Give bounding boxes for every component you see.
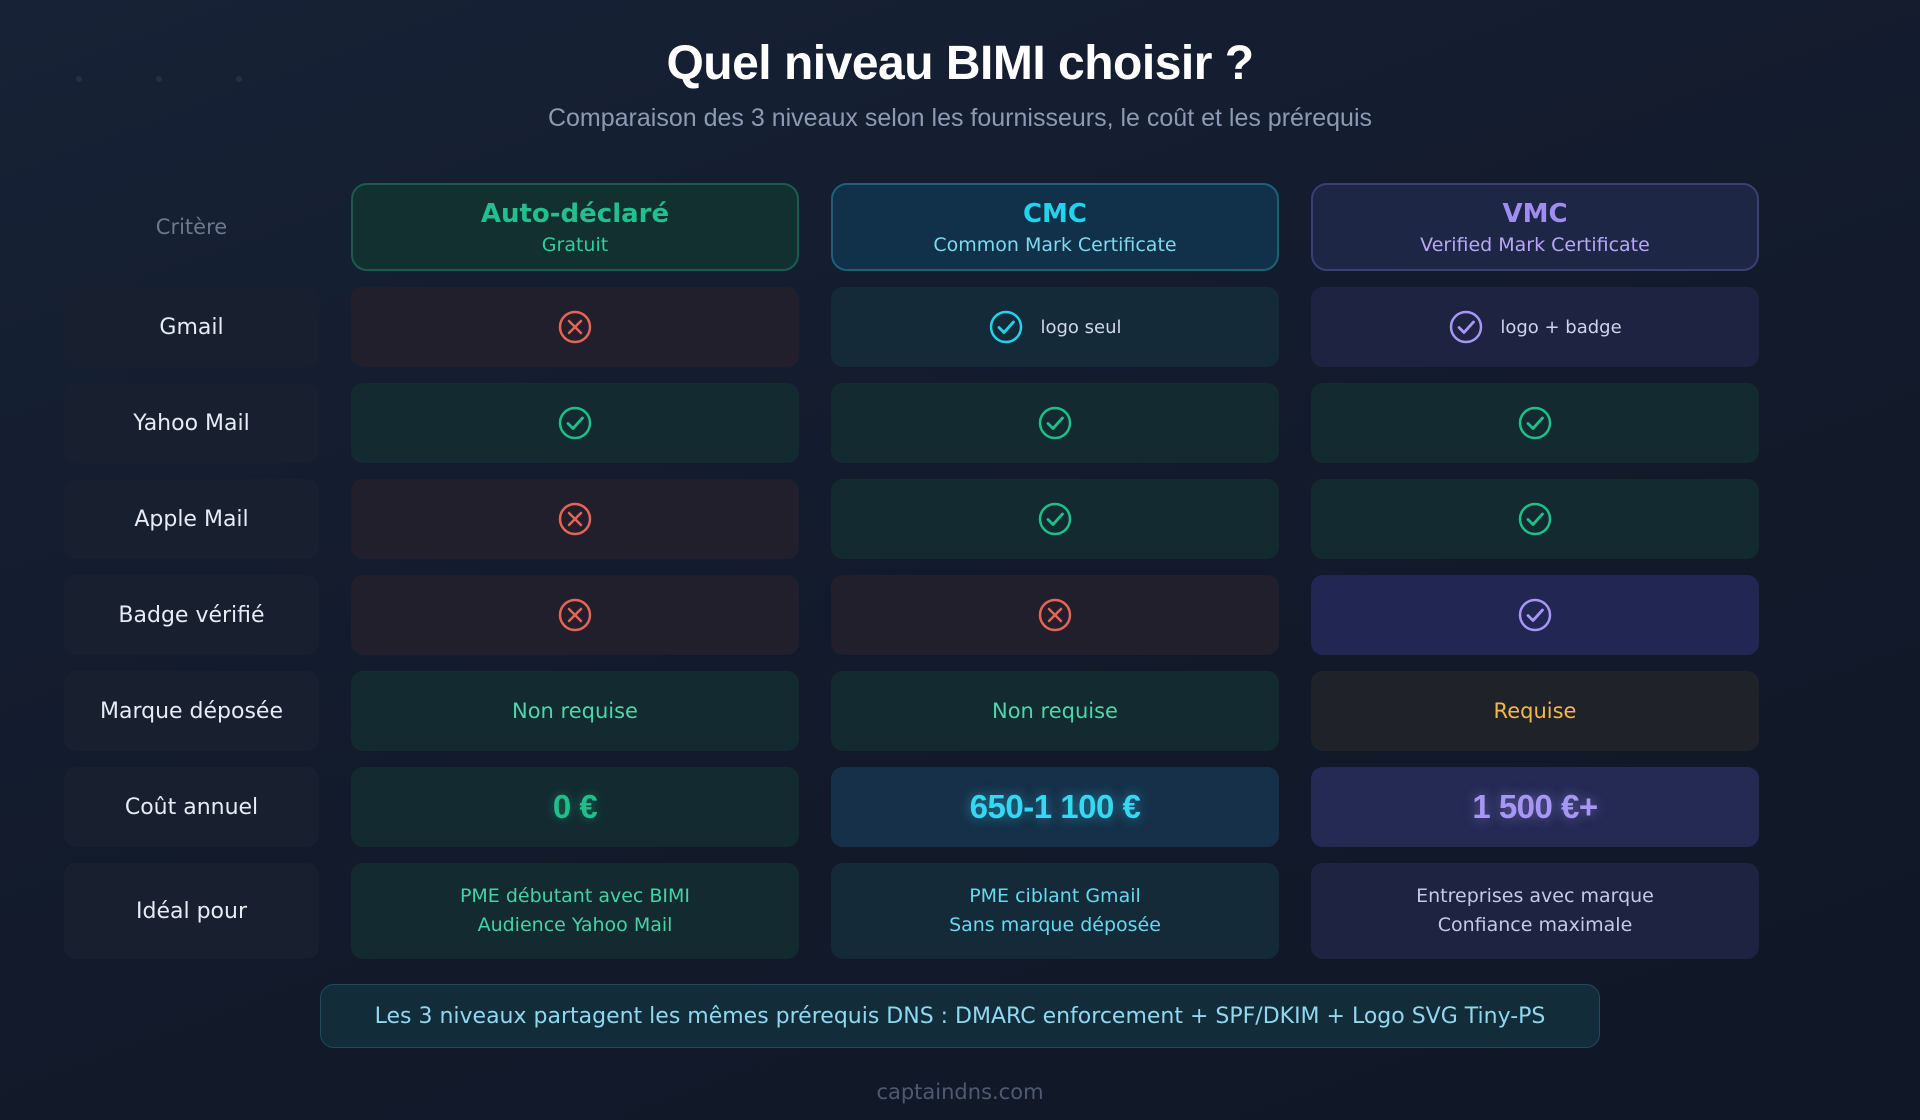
- x-icon: [557, 501, 593, 537]
- row-label-cost: Coût annuel: [64, 767, 319, 847]
- ideal-line: Sans marque déposée: [949, 914, 1161, 936]
- ideal-cmc-cell: PME ciblant Gmail Sans marque déposée: [831, 863, 1279, 959]
- column-name: CMC: [1022, 199, 1088, 229]
- gmail-vmc-cell: logo + badge: [1311, 287, 1759, 367]
- check-icon: [1517, 405, 1553, 441]
- apple-auto-cell: [351, 479, 799, 559]
- trademark-cmc-cell: Non requise: [831, 671, 1279, 751]
- column-subtitle: Gratuit: [541, 234, 609, 256]
- row-label-apple: Apple Mail: [64, 479, 319, 559]
- x-icon: [557, 597, 593, 633]
- row-label-badge: Badge vérifié: [64, 575, 319, 655]
- page-subtitle: Comparaison des 3 niveaux selon les four…: [547, 104, 1373, 132]
- x-icon: [557, 309, 593, 345]
- footer-note: Les 3 niveaux partagent les mêmes préreq…: [320, 984, 1600, 1048]
- column-header-vmc: VMC Verified Mark Certificate: [1311, 183, 1759, 271]
- check-icon: [1517, 597, 1553, 633]
- column-header-cmc: CMC Common Mark Certificate: [831, 183, 1279, 271]
- ideal-line: Entreprises avec marque: [1416, 885, 1654, 907]
- ideal-line: PME ciblant Gmail: [969, 885, 1141, 907]
- site-credit: captaindns.com: [876, 1080, 1044, 1104]
- cost-vmc-cell: 1 500 €+: [1311, 767, 1759, 847]
- page-title: Quel niveau BIMI choisir ?: [666, 37, 1254, 90]
- check-icon: [1517, 501, 1553, 537]
- row-label-gmail: Gmail: [64, 287, 319, 367]
- check-icon: [1037, 501, 1073, 537]
- apple-cmc-cell: [831, 479, 1279, 559]
- check-icon: [1448, 309, 1484, 345]
- gmail-vmc-note: logo + badge: [1500, 316, 1622, 338]
- column-header-auto-declare: Auto-déclaré Gratuit: [351, 183, 799, 271]
- cost-auto-cell: 0 €: [351, 767, 799, 847]
- comparison-table: Critère Auto-déclaré Gratuit CMC Common …: [64, 183, 1759, 959]
- ideal-auto-cell: PME débutant avec BIMI Audience Yahoo Ma…: [351, 863, 799, 959]
- apple-vmc-cell: [1311, 479, 1759, 559]
- gmail-auto-cell: [351, 287, 799, 367]
- column-subtitle: Verified Mark Certificate: [1420, 234, 1650, 256]
- yahoo-auto-cell: [351, 383, 799, 463]
- yahoo-vmc-cell: [1311, 383, 1759, 463]
- yahoo-cmc-cell: [831, 383, 1279, 463]
- gmail-cmc-cell: logo seul: [831, 287, 1279, 367]
- check-icon: [1037, 405, 1073, 441]
- trademark-vmc-cell: Requise: [1311, 671, 1759, 751]
- badge-auto-cell: [351, 575, 799, 655]
- ideal-line: Confiance maximale: [1437, 914, 1633, 936]
- criteria-header: Critère: [155, 215, 228, 239]
- cost-cmc-cell: 650-1 100 €: [831, 767, 1279, 847]
- row-label-trademark: Marque déposée: [64, 671, 319, 751]
- ideal-line: PME débutant avec BIMI: [459, 885, 691, 907]
- gmail-cmc-note: logo seul: [1040, 316, 1122, 338]
- check-icon: [557, 405, 593, 441]
- badge-vmc-cell: [1311, 575, 1759, 655]
- badge-cmc-cell: [831, 575, 1279, 655]
- ideal-vmc-cell: Entreprises avec marque Confiance maxima…: [1311, 863, 1759, 959]
- ideal-line: Audience Yahoo Mail: [477, 914, 673, 936]
- column-subtitle: Common Mark Certificate: [933, 234, 1177, 256]
- column-name: VMC: [1502, 199, 1568, 229]
- trademark-auto-cell: Non requise: [351, 671, 799, 751]
- row-label-ideal: Idéal pour: [64, 863, 319, 959]
- x-icon: [1037, 597, 1073, 633]
- row-label-yahoo: Yahoo Mail: [64, 383, 319, 463]
- column-name: Auto-déclaré: [480, 199, 670, 229]
- check-icon: [988, 309, 1024, 345]
